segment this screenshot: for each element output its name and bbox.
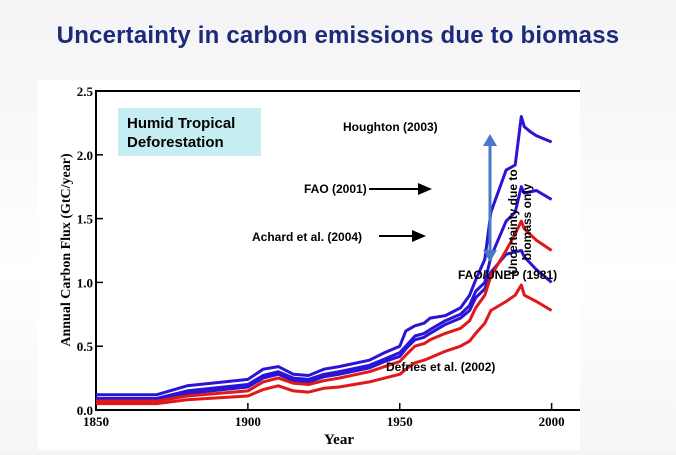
- x-axis-label: Year: [324, 432, 354, 448]
- x-tick-label: 1850: [83, 414, 109, 429]
- series-line-houghton-2003: [96, 115, 553, 397]
- uncertainty-label-line2: biomass only: [520, 183, 534, 260]
- slide-title: Uncertainty in carbon emissions due to b…: [56, 22, 620, 49]
- label-houghton: Houghton (2003): [343, 120, 438, 134]
- series-line-fao-unep-1981: [96, 219, 553, 403]
- label-achard: Achard et al. (2004): [252, 230, 362, 244]
- y-tick-label: 0.0: [77, 403, 93, 418]
- x-tick-label: 2000: [539, 414, 565, 429]
- label-fao-unep: FAO/UNEP (1981): [458, 268, 557, 282]
- panel-label: Humid Tropical Deforestation: [127, 115, 235, 151]
- y-tick-label: 1.5: [77, 212, 94, 227]
- uncertainty-bracket: [483, 134, 497, 262]
- carbon-flux-chart: 0.0 0.5 1.0 1.5 2.0 2.5 1850 1900 1950 2000 Humid…: [59, 84, 583, 448]
- uncertainty-label-line1: Uncertainty due to: [506, 169, 520, 274]
- label-defries: Defries et al. (2002): [386, 360, 495, 374]
- y-tick-label: 2.5: [77, 84, 94, 99]
- x-tick-label: 1900: [235, 414, 261, 429]
- y-tick-label: 1.0: [77, 275, 93, 290]
- y-tick-label: 0.5: [77, 339, 94, 354]
- label-fao-2001: FAO (2001): [304, 182, 367, 196]
- y-axis-label: Annual Carbon Flux (GtC/year): [59, 153, 74, 347]
- series-line-achard-et-al-2004: [96, 249, 553, 402]
- x-tick-label: 1950: [387, 414, 413, 429]
- y-tick-label: 2.0: [77, 148, 93, 163]
- panel-label-line: Deforestation: [127, 134, 224, 151]
- panel-label-box: [118, 108, 261, 156]
- arrow-fao-2001: [369, 183, 432, 195]
- series-line-defries-et-al-2002: [96, 283, 553, 406]
- series-line-fao-2001: [96, 185, 553, 400]
- arrow-achard: [379, 230, 426, 242]
- figure-panel: 0.0 0.5 1.0 1.5 2.0 2.5 1850 1900 1950 2000 Humid…: [38, 80, 583, 450]
- panel-label-line: Humid Tropical: [127, 115, 235, 132]
